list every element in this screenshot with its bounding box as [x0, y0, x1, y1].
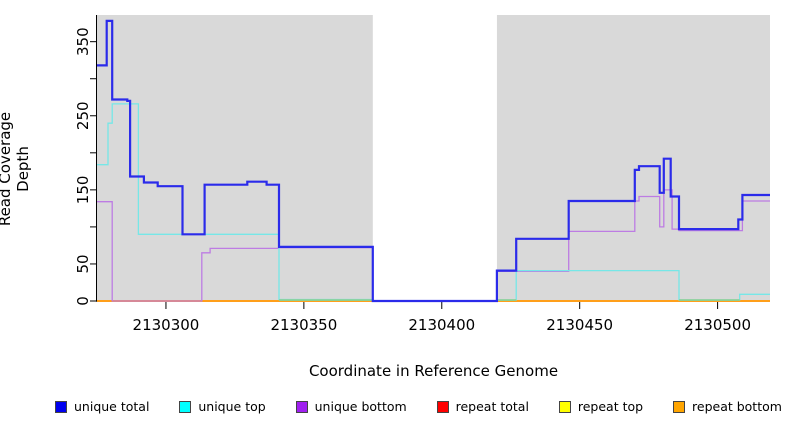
legend-item-repeat-top: repeat top — [558, 399, 644, 414]
unique-bottom-swatch-icon — [295, 400, 308, 413]
y-axis-title: Read Coverage Depth — [0, 111, 32, 227]
y-tick-label: 250 — [74, 101, 92, 130]
legend-label: repeat total — [455, 399, 529, 414]
x-tick-label: 2130300 — [133, 316, 200, 334]
coverage-gap-region — [372, 15, 497, 301]
series-line-unique-bottom — [97, 189, 770, 302]
legend-label: repeat top — [577, 399, 644, 414]
y-tick-label: 0 — [74, 296, 92, 306]
legend-item-unique-total: unique total — [55, 399, 149, 414]
legend-item-unique-top: unique top — [179, 399, 266, 414]
series-line-unique-total — [97, 19, 770, 303]
x-tick-label: 2130450 — [546, 316, 613, 334]
legend-label: unique total — [74, 399, 150, 414]
x-tick-label: 2130500 — [684, 316, 751, 334]
repeat-total-swatch-icon — [436, 400, 449, 413]
legend-label: unique top — [198, 399, 266, 414]
legend-item-repeat-bottom: repeat bottom — [673, 399, 782, 414]
y-tick-label: 150 — [74, 176, 92, 205]
legend-label: unique bottom — [314, 399, 407, 414]
legend-label: repeat bottom — [692, 399, 782, 414]
x-tick-label: 2130400 — [408, 316, 475, 334]
legend-item-repeat-total: repeat total — [436, 399, 529, 414]
y-tick-label: 50 — [74, 254, 92, 273]
x-tick-label: 2130350 — [270, 316, 337, 334]
unique-total-swatch-icon — [55, 400, 67, 413]
repeat-top-swatch-icon — [558, 400, 571, 413]
legend-item-unique-bottom: unique bottom — [295, 399, 407, 414]
x-axis-title: Coordinate in Reference Genome — [308, 362, 559, 380]
unique-top-swatch-icon — [179, 400, 192, 413]
y-tick-label: 350 — [74, 27, 92, 56]
chart-legend: unique total unique top unique bottom repea… — [55, 399, 782, 414]
repeat-bottom-swatch-icon — [673, 400, 686, 413]
